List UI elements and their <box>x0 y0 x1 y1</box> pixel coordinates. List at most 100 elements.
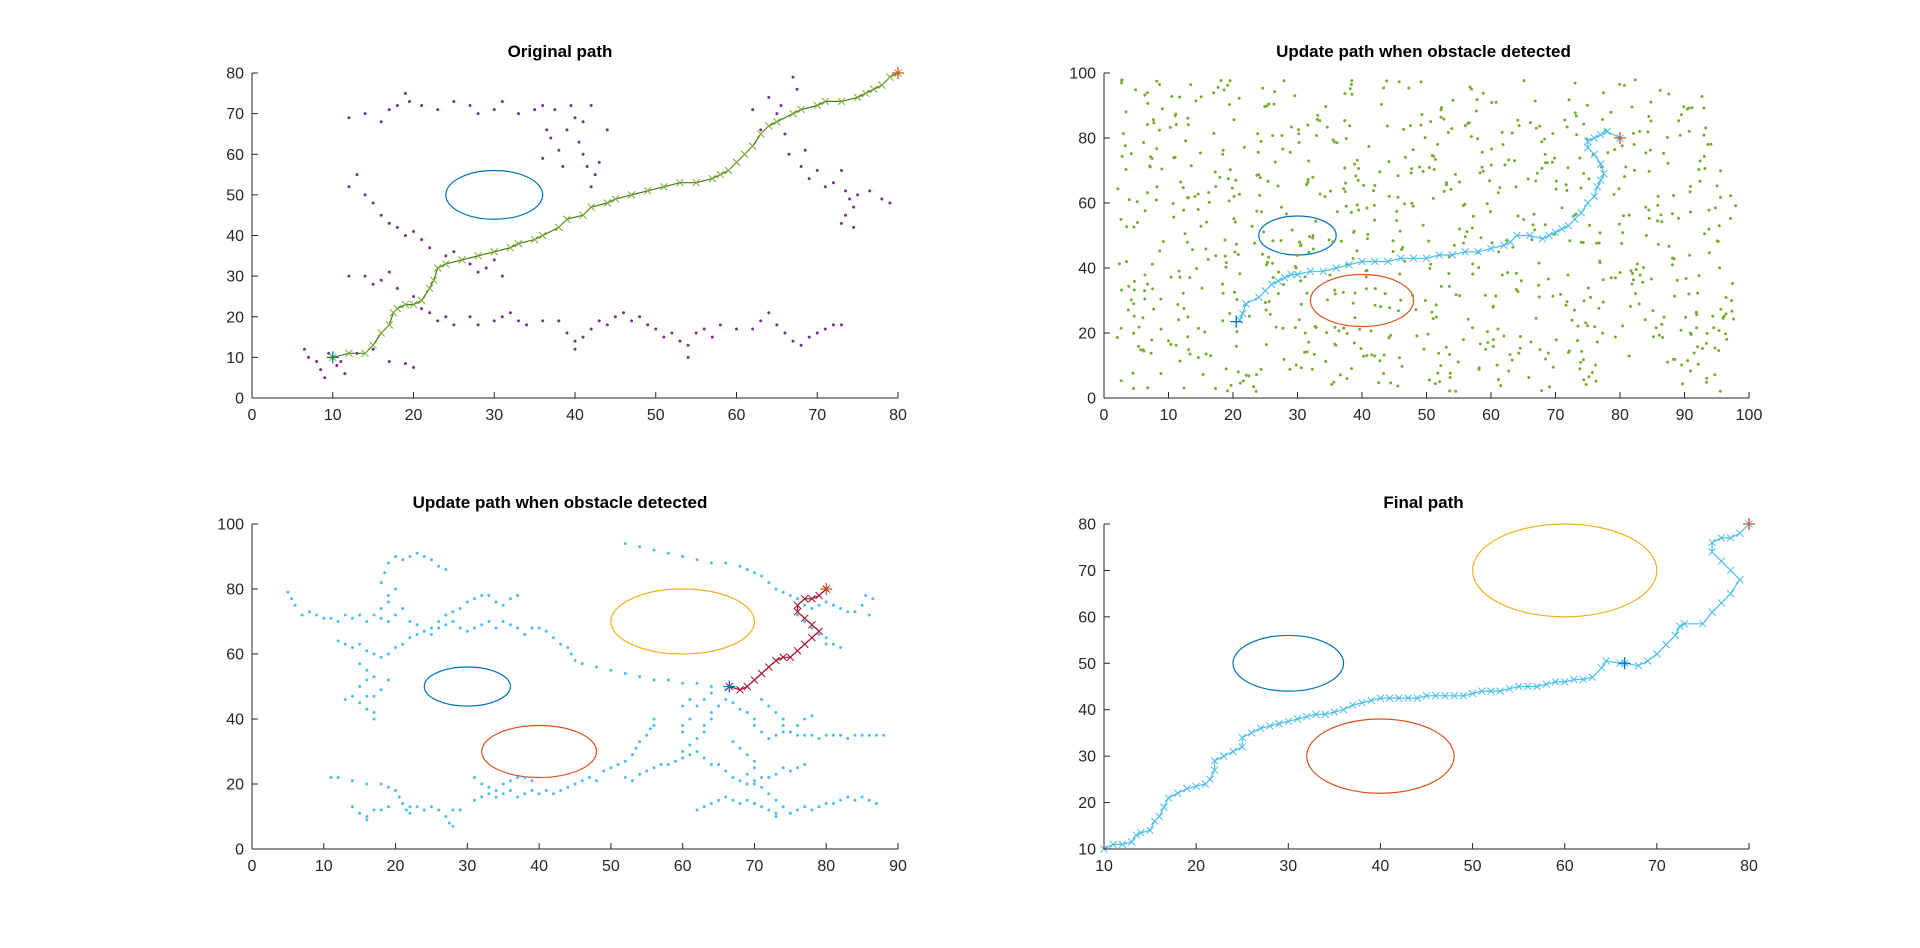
tree-point <box>1221 152 1225 156</box>
tree-point <box>1662 315 1666 319</box>
tree-point <box>752 724 756 727</box>
tree-point <box>710 335 714 339</box>
tree-point <box>717 704 721 708</box>
tree-point <box>1247 374 1251 378</box>
tree-point <box>1294 363 1298 367</box>
tree-point <box>810 626 814 630</box>
tree-point <box>1540 389 1544 393</box>
tree-point <box>1431 196 1435 200</box>
tree-point <box>1463 124 1467 128</box>
tree-point <box>1522 79 1526 83</box>
tree-point <box>1709 142 1713 146</box>
tree-point <box>724 769 728 773</box>
tree-point <box>1370 353 1374 357</box>
tree-point <box>702 730 706 734</box>
path-point <box>1590 192 1599 201</box>
tree-point <box>1488 179 1492 183</box>
tree-point <box>867 733 871 737</box>
tree-point <box>1692 351 1696 355</box>
tree-point <box>779 104 783 107</box>
tree-point <box>823 327 827 331</box>
tree-point <box>1635 262 1639 266</box>
path-point <box>808 594 816 603</box>
tree-point <box>1437 351 1441 355</box>
tree-point <box>516 594 520 597</box>
tree-point <box>759 319 763 323</box>
tree-point <box>775 323 779 327</box>
tree-point <box>1593 363 1597 367</box>
tree-point <box>781 766 785 770</box>
tree-point <box>1565 125 1569 129</box>
tree-point <box>1225 389 1229 393</box>
tree-point <box>1543 137 1547 141</box>
path-point <box>1274 277 1283 285</box>
tree-point <box>336 620 340 623</box>
tree-point <box>1389 381 1393 385</box>
tree-point <box>365 707 369 711</box>
tree-point <box>638 545 642 549</box>
tree-point <box>408 636 412 640</box>
tree-point <box>422 808 426 812</box>
tree-point <box>1496 191 1500 195</box>
tree-point <box>1715 184 1719 188</box>
x-tick-label: 20 <box>387 858 405 875</box>
tree-point <box>401 642 405 646</box>
tree-point <box>545 128 549 132</box>
tree-point <box>1265 260 1269 264</box>
path-point <box>1164 794 1173 802</box>
tree-point <box>1267 255 1271 259</box>
tree-point <box>796 724 800 727</box>
tree-point <box>815 331 819 335</box>
tree-point <box>1173 114 1177 118</box>
tree-point <box>1442 117 1446 121</box>
tree-point <box>1186 196 1190 200</box>
tree-point <box>1719 307 1723 311</box>
tree-point <box>1656 219 1660 223</box>
path-point <box>793 646 802 655</box>
tree-point <box>1154 198 1158 202</box>
tree-point <box>1476 137 1480 141</box>
tree-point <box>1729 194 1733 198</box>
tree-point <box>623 759 627 763</box>
tree-point <box>1585 324 1589 328</box>
tree-point <box>1124 167 1128 171</box>
tree-point <box>767 737 771 740</box>
path-point <box>1603 127 1611 136</box>
tree-point <box>1609 276 1613 280</box>
tree-point <box>1627 213 1631 217</box>
path-point <box>1287 270 1295 279</box>
tree-point <box>1327 238 1331 242</box>
tree-point <box>694 331 698 335</box>
path-point <box>1137 828 1145 837</box>
tree-point <box>1258 176 1262 180</box>
tree-point <box>1662 151 1666 155</box>
tree-point <box>1120 81 1124 85</box>
tree-point <box>429 626 433 630</box>
tree-point <box>1446 130 1450 134</box>
tree-point <box>1652 335 1656 339</box>
tree-point <box>1307 250 1311 254</box>
tree-point <box>1697 168 1701 172</box>
tree-point <box>365 668 369 672</box>
tree-point <box>1120 78 1124 82</box>
tree-point <box>1120 288 1124 292</box>
tree-point <box>322 616 326 620</box>
tree-point <box>1224 367 1228 371</box>
tree-point <box>566 646 570 649</box>
tree-point <box>335 364 339 367</box>
tree-point <box>1648 148 1652 152</box>
tree-point <box>774 772 778 776</box>
tree-point <box>1419 123 1423 127</box>
tree-point <box>1579 240 1583 244</box>
tree-point <box>702 724 706 727</box>
tree-point <box>1182 386 1186 390</box>
path-point <box>659 182 668 191</box>
tree-point <box>1169 275 1173 279</box>
tree-point <box>1264 263 1268 267</box>
path-point <box>1588 673 1597 682</box>
tree-point <box>492 108 496 112</box>
tree-point <box>1193 195 1197 199</box>
tree-point <box>553 108 557 112</box>
tree-point <box>1224 265 1228 269</box>
tree-point <box>1389 333 1393 337</box>
